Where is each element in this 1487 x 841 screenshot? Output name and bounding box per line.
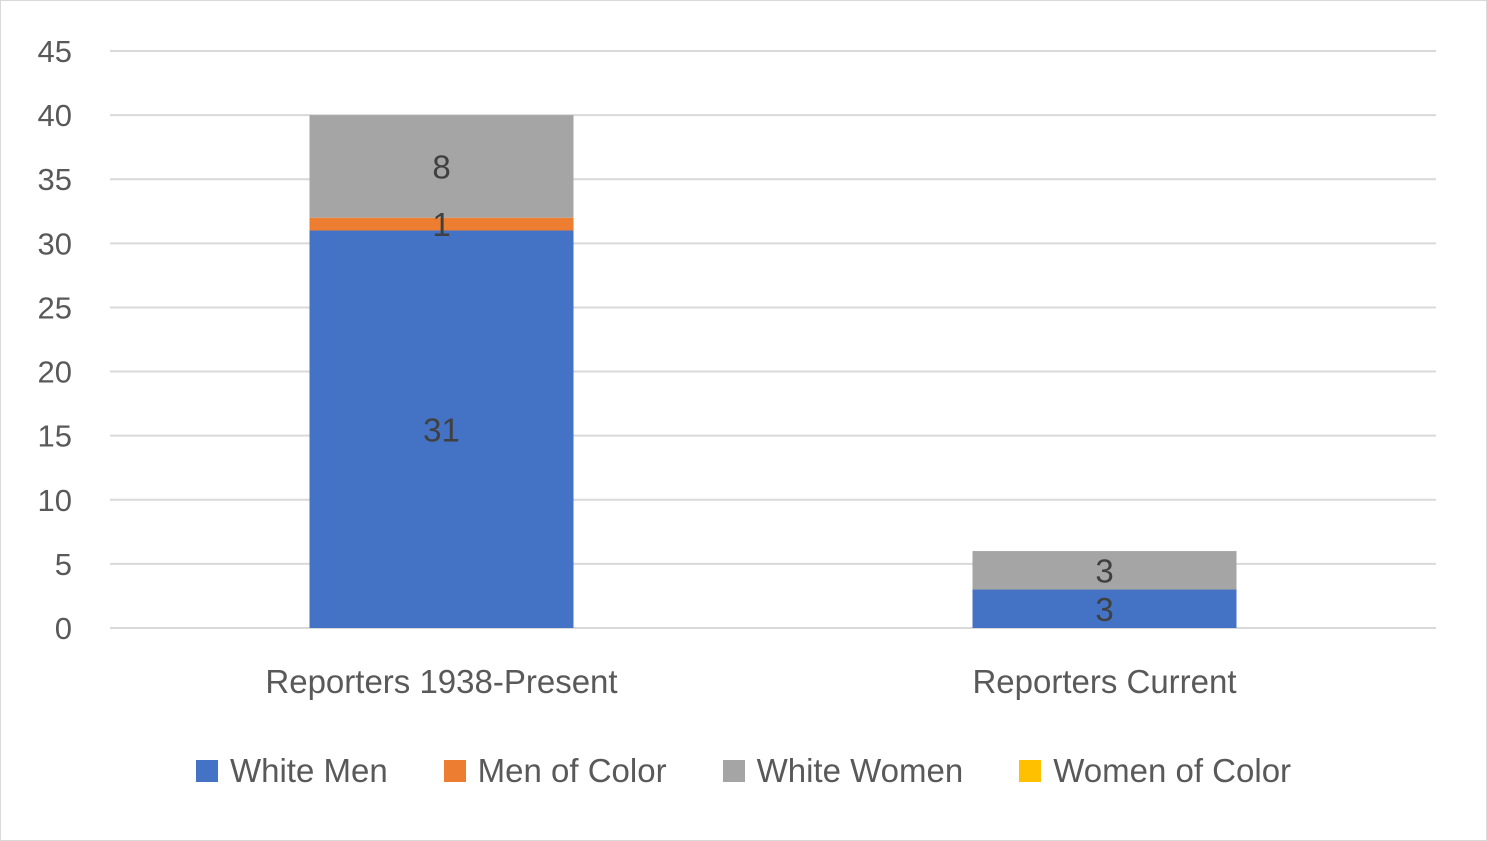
bars — [309, 115, 1237, 628]
bar-segment — [309, 217, 574, 231]
bar-segment — [972, 589, 1237, 628]
gridlines — [110, 50, 1436, 629]
category-label: Reporters 1938-Present — [265, 663, 617, 700]
legend-label: Men of Color — [477, 752, 667, 789]
y-tick-label: 45 — [38, 34, 72, 69]
y-tick-label: 15 — [38, 419, 72, 454]
legend-item: Men of Color — [443, 752, 667, 790]
y-tick-label: 35 — [38, 162, 72, 197]
y-axis-ticks: 0 5 10 15 20 25 30 35 40 45 — [38, 34, 72, 646]
legend-label: Women of Color — [1053, 752, 1292, 789]
data-labels: 31 1 8 33 — [423, 148, 1114, 627]
data-label: 1 — [432, 206, 450, 243]
y-tick-label: 40 — [38, 98, 72, 133]
bar-segment — [972, 551, 1237, 590]
y-tick-label: 30 — [38, 226, 72, 261]
y-tick-label: 25 — [38, 290, 72, 325]
data-label: 8 — [432, 148, 450, 185]
category-label: Reporters Current — [972, 663, 1236, 700]
data-label: 3 — [1095, 591, 1113, 628]
legend-label: White Men — [229, 752, 388, 789]
category-labels: Reporters 1938-Present Reporters Current — [265, 663, 1236, 700]
legend-swatch — [443, 760, 466, 782]
bar-segment — [309, 230, 574, 628]
legend-swatch — [722, 760, 745, 782]
data-label: 3 — [1095, 552, 1113, 589]
legend-swatch — [1019, 760, 1042, 782]
legend-swatch — [195, 760, 218, 782]
y-tick-label: 5 — [55, 547, 72, 582]
legend: White Men Men of Color White Women Women of… — [0, 752, 1487, 790]
y-tick-label: 10 — [38, 483, 72, 518]
data-label: 31 — [423, 411, 460, 448]
y-tick-label: 0 — [55, 611, 72, 646]
legend-item: Women of Color — [1019, 752, 1291, 790]
legend-label: White Women — [756, 752, 964, 789]
bar-segment — [309, 115, 574, 218]
y-tick-label: 20 — [38, 355, 72, 390]
legend-item: White Men — [195, 752, 388, 790]
legend-item: White Women — [722, 752, 964, 790]
